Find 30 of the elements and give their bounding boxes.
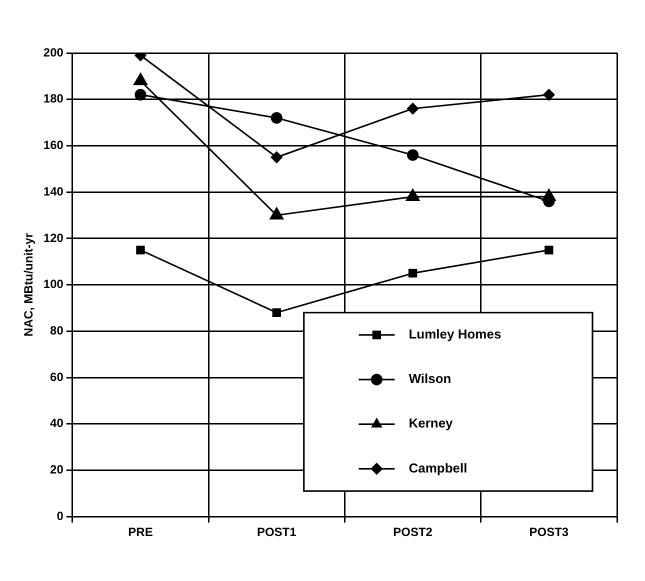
y-tick-label: 120 (43, 230, 64, 245)
legend-label: Wilson (408, 371, 452, 386)
point (270, 112, 282, 124)
y-tick-label: 100 (43, 277, 64, 292)
x-tick-label: POST3 (529, 525, 569, 540)
point (543, 88, 555, 101)
y-tick-label: 80 (50, 323, 64, 338)
y-tick-label: 60 (50, 370, 64, 384)
point (134, 88, 146, 101)
y-tick-label: 20 (50, 462, 64, 477)
y-tick-label: 160 (43, 138, 64, 152)
point (408, 268, 418, 278)
point (270, 152, 282, 164)
point (272, 308, 281, 317)
x-tick-label: PRE (128, 525, 153, 540)
x-tick-label: POST1 (256, 525, 297, 540)
point (544, 246, 554, 254)
x-tick-label: POST2 (393, 525, 433, 540)
y-axis-title: NAC, MBtu/unit-yr (22, 232, 36, 336)
point (406, 149, 419, 161)
y-tick-label: 180 (43, 92, 64, 106)
legend-label: Campbell (408, 460, 468, 476)
legend-label: Kerney (408, 416, 454, 431)
y-tick-label: 40 (50, 416, 64, 430)
y-tick-label: 140 (43, 184, 64, 198)
point (136, 246, 145, 254)
y-tick-label: 200 (43, 45, 64, 60)
legend-label: Lumley Homes (408, 326, 502, 342)
y-tick-label: 0 (56, 508, 64, 523)
point (406, 102, 419, 114)
